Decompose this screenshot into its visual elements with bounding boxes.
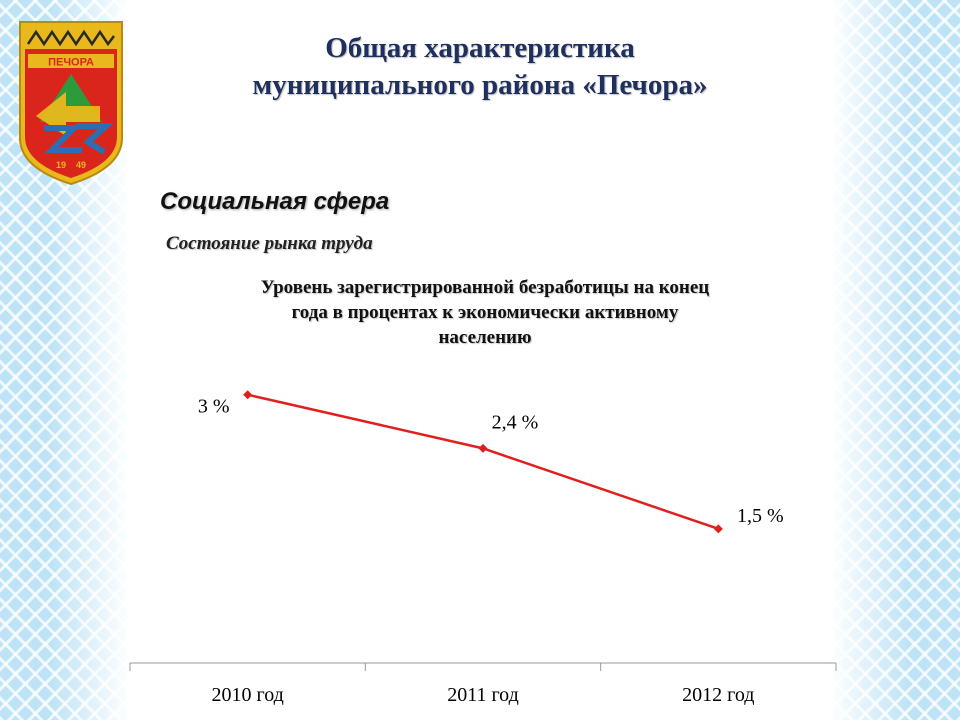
section-title: Социальная сфера (160, 188, 390, 215)
data-point (713, 524, 723, 534)
pechora-coat-of-arms-logo: ПЕЧОРА 19 49 (19, 21, 123, 186)
x-tick-label: 2012 год (682, 684, 754, 706)
chart-title-line-1: Уровень зарегистрированной безработицы н… (260, 277, 710, 298)
subsection-title: Состояние рынка труда (166, 233, 373, 254)
chart-title-line-3: населению (438, 327, 532, 348)
title-line-2: муниципального района «Печора» (252, 69, 708, 101)
page-title: Общая характеристика муниципального райо… (140, 30, 820, 104)
svg-text:19: 19 (56, 160, 66, 170)
x-tick-label: 2011 год (447, 684, 519, 706)
data-label: 3 % (198, 396, 230, 418)
data-point (243, 390, 253, 400)
data-label: 1,5 % (737, 505, 784, 527)
data-label: 2,4 % (492, 411, 539, 433)
chart-title: Уровень зарегистрированной безработицы н… (190, 275, 780, 350)
chart-title-line-2: года в процентах к экономически активном… (291, 302, 679, 323)
series-line (247, 393, 719, 531)
x-tick-label: 2010 год (212, 684, 284, 706)
svg-text:ПЕЧОРА: ПЕЧОРА (48, 57, 94, 69)
title-line-1: Общая характеристика (325, 32, 635, 64)
data-point (478, 443, 488, 453)
svg-text:49: 49 (76, 160, 86, 170)
